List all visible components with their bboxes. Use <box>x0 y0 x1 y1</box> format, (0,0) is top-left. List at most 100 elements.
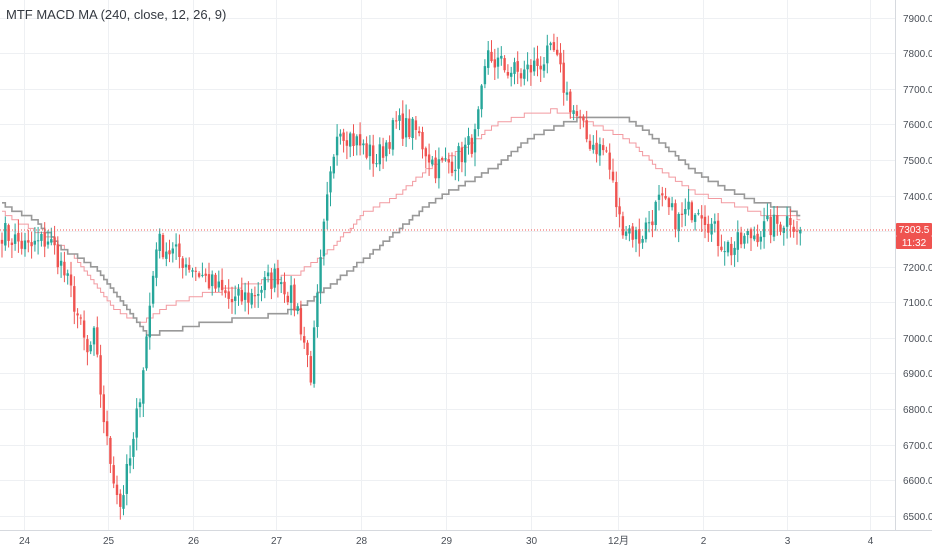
candle-body <box>470 137 473 154</box>
candle <box>569 89 572 119</box>
candle-body <box>188 264 191 270</box>
candle <box>447 152 450 174</box>
candle <box>464 137 467 177</box>
candle-body <box>467 136 470 145</box>
candle <box>641 235 644 249</box>
candle <box>713 213 716 233</box>
candle-body <box>500 55 503 59</box>
candle-body <box>693 214 697 222</box>
y-tick-label: 7700.0 <box>903 85 932 96</box>
candle-body <box>638 229 641 244</box>
candle <box>490 40 493 63</box>
candle-body <box>40 234 43 241</box>
candle <box>168 239 171 263</box>
candle <box>785 206 789 239</box>
candle <box>664 187 667 201</box>
candle <box>746 228 749 244</box>
candle-body <box>634 229 638 240</box>
candle-body <box>395 120 398 122</box>
candle-body <box>296 306 299 311</box>
candle-body <box>615 182 618 208</box>
candle <box>211 270 214 296</box>
candle <box>319 249 322 304</box>
candle-body <box>690 202 693 221</box>
candle <box>615 171 618 217</box>
candle-body <box>684 209 687 215</box>
candle-body <box>224 290 227 294</box>
candle-body <box>257 294 260 296</box>
y-tick-label: 6800.0 <box>903 405 932 416</box>
candle <box>161 232 165 260</box>
y-tick-label: 7600.0 <box>903 120 932 131</box>
candle <box>128 445 132 474</box>
candle-body <box>33 240 36 245</box>
candle <box>53 225 56 255</box>
candle-body <box>493 59 496 68</box>
x-tick-label: 26 <box>188 536 200 547</box>
candle-body <box>151 275 155 304</box>
candle-body <box>342 132 345 141</box>
candle-body <box>674 203 677 230</box>
candle <box>647 211 651 233</box>
candle-body <box>191 270 194 272</box>
candle <box>602 138 605 156</box>
last-price-value: 7303.5 <box>899 225 930 236</box>
candle <box>611 158 615 183</box>
candle <box>293 278 296 317</box>
candle-body <box>168 250 171 255</box>
candle <box>171 242 174 263</box>
candle-body <box>759 236 762 242</box>
candle <box>559 43 562 73</box>
candle-body <box>667 198 671 208</box>
y-tick-label: 7400.0 <box>903 192 932 203</box>
candle <box>296 303 299 315</box>
candle-body <box>539 65 542 70</box>
candle <box>421 126 424 159</box>
candle-body <box>329 171 332 193</box>
candle <box>753 226 756 242</box>
candle-body <box>723 251 726 253</box>
candle-body <box>362 143 365 146</box>
candle-body <box>243 292 247 300</box>
candle <box>273 263 276 293</box>
candle-body <box>372 145 375 164</box>
candle <box>148 292 151 350</box>
candle <box>716 213 720 257</box>
candle <box>595 130 598 163</box>
candle-body <box>450 161 454 173</box>
y-tick-label: 7100.0 <box>903 298 932 309</box>
candle <box>572 105 575 121</box>
candle <box>404 104 408 147</box>
time-axis[interactable]: 24 25 26 27 28 29 30 12月 2 3 4 <box>19 535 874 547</box>
candle-body <box>769 216 772 236</box>
candle-body <box>82 320 86 338</box>
candle <box>358 122 362 156</box>
candle-body <box>490 51 493 62</box>
y-tick-label: 6500.0 <box>903 512 932 523</box>
candle <box>247 281 250 315</box>
candle <box>184 257 188 276</box>
candle <box>345 131 349 160</box>
candle-body <box>789 218 792 226</box>
x-tick-label: 29 <box>441 536 453 547</box>
candle <box>339 129 342 145</box>
candle <box>670 196 674 211</box>
candle <box>552 33 556 52</box>
candle <box>181 256 184 279</box>
candle <box>598 137 602 166</box>
price-axis[interactable]: 6500.0 6600.0 6700.0 6800.0 6900.0 7000.0 7100… <box>903 14 932 523</box>
candle <box>506 64 510 79</box>
candle-body <box>339 133 342 137</box>
indicator-title[interactable]: MTF MACD MA (240, close, 12, 26, 9) <box>6 7 227 22</box>
candle-body <box>611 171 615 181</box>
candle <box>579 109 582 130</box>
candle <box>519 68 523 87</box>
candle-body <box>56 244 59 268</box>
candle-body <box>105 421 109 437</box>
countdown-badge: 11:32 <box>896 236 932 249</box>
candle <box>50 227 53 246</box>
candle <box>667 196 671 215</box>
candle <box>306 340 309 368</box>
